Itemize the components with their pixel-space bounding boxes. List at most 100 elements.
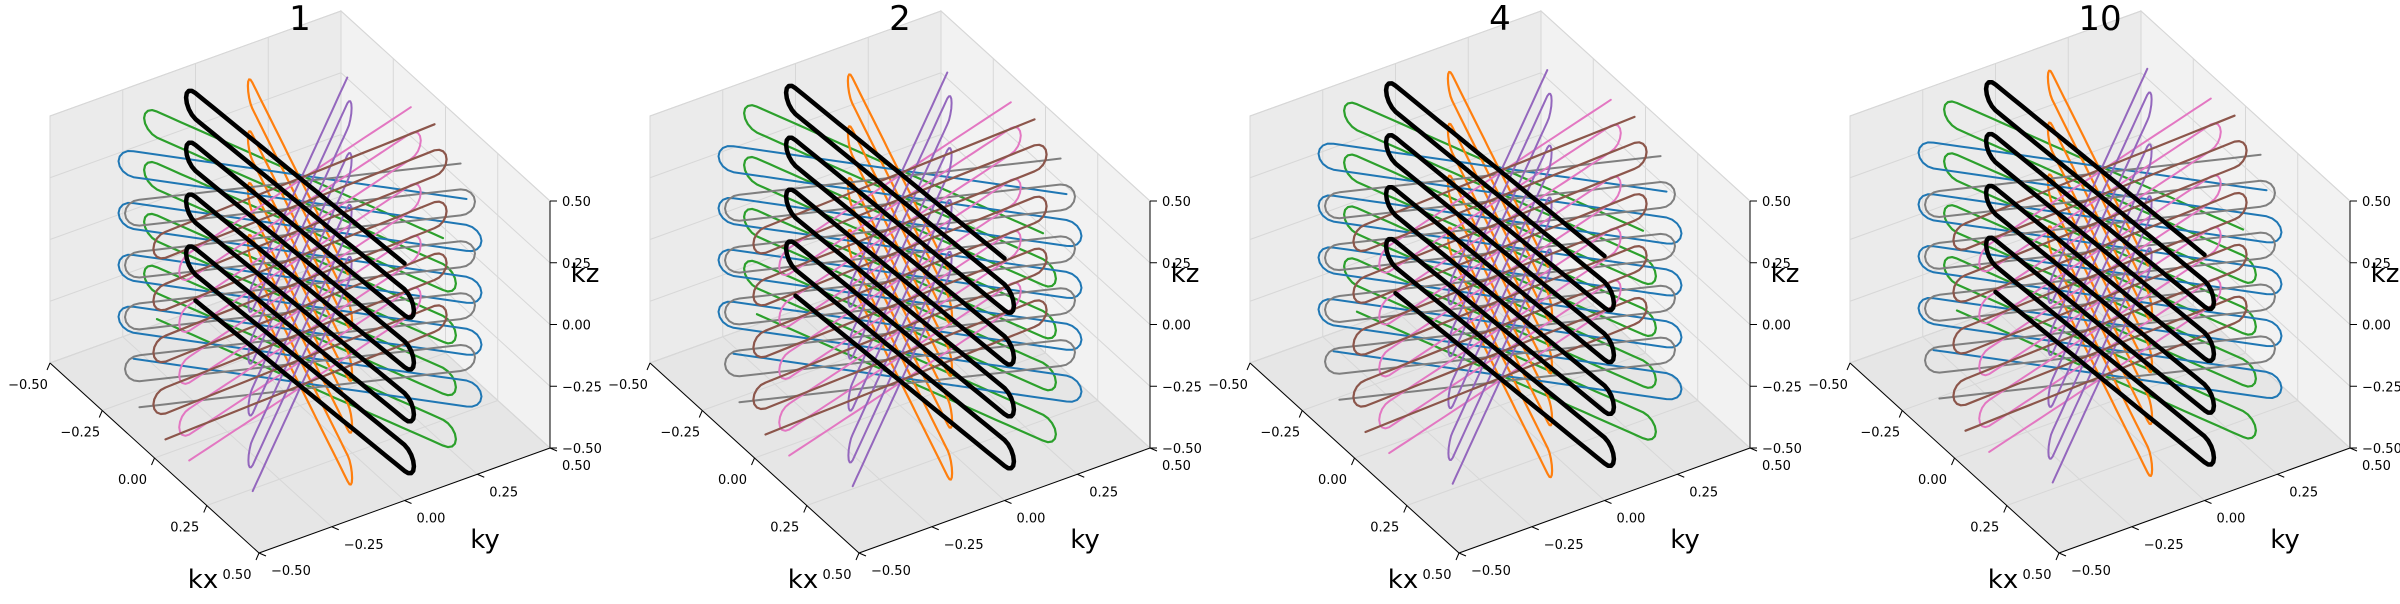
subplot-title: 10 <box>2078 0 2121 39</box>
z-axis-label: kz <box>571 259 600 289</box>
y-tick-label: 0.50 <box>2362 459 2391 474</box>
z-tick-label: −0.25 <box>1162 380 1202 395</box>
x-axis-label: kx <box>1988 565 2018 595</box>
z-tick-label: 0.00 <box>2362 319 2391 334</box>
x-tick-label: −0.50 <box>1808 378 1848 393</box>
y-axis-label: ky <box>2270 525 2300 555</box>
y-tick <box>931 526 939 531</box>
grid-line <box>1249 10 1542 117</box>
x-tick <box>151 457 155 466</box>
x-tick-label: 0.00 <box>1318 473 1347 488</box>
z-tick-label: 0.50 <box>2362 195 2391 210</box>
y-tick-label: −0.50 <box>2071 564 2111 579</box>
x-tick <box>1846 362 1851 371</box>
grid-line <box>649 72 942 179</box>
trajectory-black <box>783 83 1017 471</box>
grid-line <box>1249 72 1542 179</box>
grid-line <box>1540 10 1751 202</box>
x-tick-label: 0.25 <box>1970 521 1999 536</box>
tick-labels: −0.50 −0.25 0.00 0.25 0.50 −0.50 −0.25 0.00 0.25… <box>8 195 602 583</box>
x-tick-label: 0.25 <box>770 521 799 536</box>
z-tick-label: −0.50 <box>562 442 602 457</box>
x-tick <box>646 362 651 371</box>
x-tick <box>1351 457 1355 466</box>
z-tick-label: −0.50 <box>2362 442 2400 457</box>
grid-line <box>1395 310 1605 501</box>
x-tick <box>855 552 860 561</box>
x-axis-label: kx <box>188 565 218 595</box>
subplot-2: −0.50 −0.25 0.00 0.25 0.50 −0.50 −0.25 0.00 0.25… <box>608 0 1202 595</box>
trajectories <box>717 71 1083 488</box>
y-tick-label: −0.50 <box>1471 564 1511 579</box>
subplot-4: −0.50 −0.25 0.00 0.25 0.50 −0.50 −0.25 0.00 0.25… <box>1208 0 1802 595</box>
grid-line <box>2140 72 2351 264</box>
y-tick <box>2204 500 2212 504</box>
z-tick-label: 0.25 <box>1162 257 1191 272</box>
grid-line <box>940 72 1151 264</box>
z-tick-label: 0.25 <box>2362 257 2391 272</box>
trajectories <box>117 76 483 493</box>
grid-line <box>195 310 405 501</box>
x-axis-label: kx <box>1388 565 1418 595</box>
grid-line <box>206 400 498 506</box>
x-tick <box>698 410 703 418</box>
x-tick-label: 0.00 <box>718 473 747 488</box>
grid-line <box>340 10 551 202</box>
z-tick-label: 0.50 <box>1162 195 1191 210</box>
y-tick-label: 0.50 <box>562 459 591 474</box>
x-tick <box>1298 410 1303 418</box>
grid-line <box>340 72 551 264</box>
z-tick-label: 0.50 <box>562 195 591 210</box>
y-tick <box>477 473 485 478</box>
tick-labels: −0.50 −0.25 0.00 0.25 0.50 −0.50 −0.25 0.00 0.25… <box>1808 195 2400 583</box>
x-tick-label: 0.25 <box>170 521 199 536</box>
y-tick-label: 0.25 <box>1689 485 1718 500</box>
subplot-title: 1 <box>289 0 311 39</box>
y-tick <box>1077 473 1085 478</box>
x-tick-label: 0.50 <box>823 568 852 583</box>
y-tick <box>1531 526 1539 531</box>
x-tick <box>203 505 208 513</box>
trajectory-black <box>183 88 417 476</box>
z-tick-label: −0.50 <box>1162 442 1202 457</box>
x-tick-label: 0.25 <box>1370 521 1399 536</box>
y-tick-label: −0.50 <box>271 564 311 579</box>
y-tick <box>404 500 412 504</box>
x-tick-label: −0.25 <box>1860 426 1900 441</box>
trajectories <box>1317 69 1683 485</box>
y-tick <box>331 526 339 531</box>
trajectories <box>1917 67 2283 484</box>
grid-line <box>940 10 1151 202</box>
x-tick <box>1455 552 1460 561</box>
subplot-title: 2 <box>889 0 911 39</box>
x-tick <box>255 552 260 561</box>
grid-line <box>2006 400 2298 506</box>
grid-line <box>49 72 342 179</box>
y-tick <box>1458 552 1467 557</box>
y-tick <box>2277 473 2285 478</box>
z-tick-label: −0.25 <box>1762 380 1802 395</box>
grid-line <box>2140 257 2351 449</box>
grid-line <box>806 400 1098 506</box>
grid-line <box>1849 10 2142 117</box>
grid-line <box>1540 72 1751 264</box>
x-tick <box>1403 505 1408 513</box>
x-tick <box>803 505 808 513</box>
subplot-10: −0.50 −0.25 0.00 0.25 0.50 −0.50 −0.25 0.00 0.25… <box>1808 0 2400 595</box>
x-tick-label: −0.50 <box>8 378 48 393</box>
z-tick-label: −0.25 <box>562 380 602 395</box>
x-tick <box>1246 362 1251 371</box>
grid-line <box>649 10 942 117</box>
x-tick <box>2055 552 2060 561</box>
grid-line <box>1849 72 2142 179</box>
y-tick-label: 0.00 <box>417 512 446 527</box>
y-tick-label: 0.25 <box>489 485 518 500</box>
x-tick-label: 0.50 <box>1423 568 1452 583</box>
trajectory-black <box>1383 81 1617 468</box>
y-tick-label: 0.25 <box>1089 485 1118 500</box>
grid-line <box>1467 283 1678 475</box>
z-tick-label: −0.25 <box>2362 380 2400 395</box>
x-tick <box>46 362 51 371</box>
